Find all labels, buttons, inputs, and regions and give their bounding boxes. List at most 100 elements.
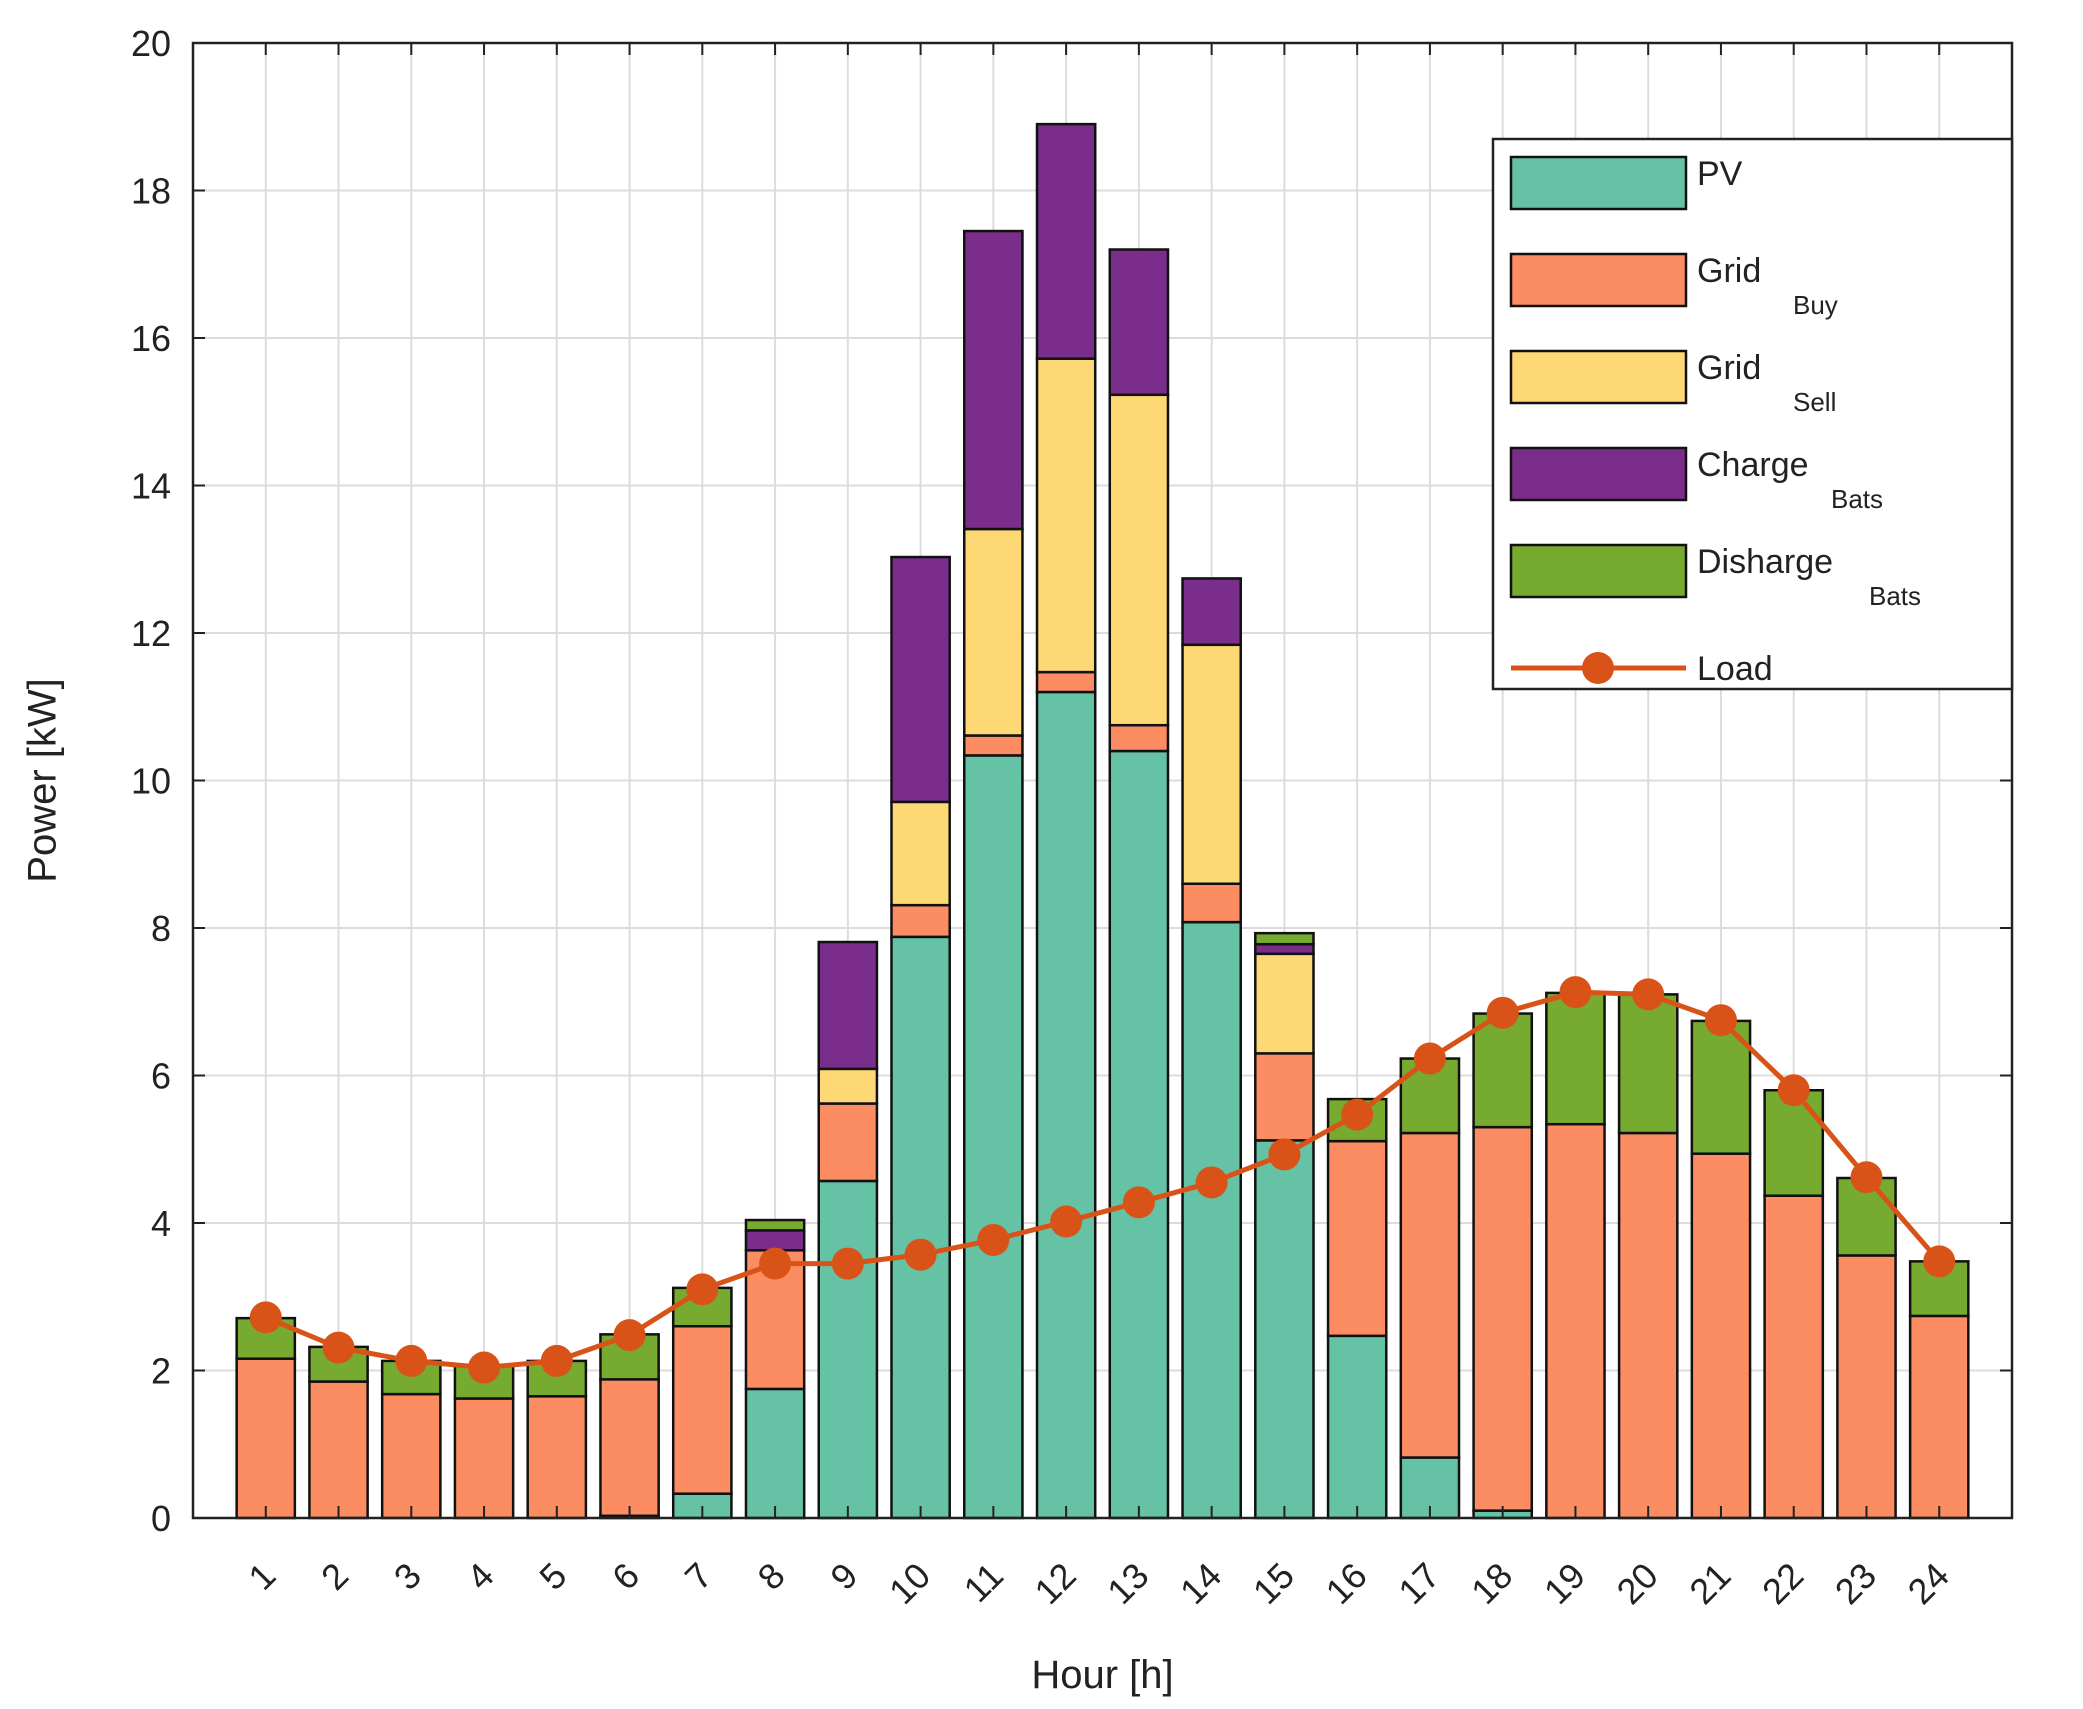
bar-pv bbox=[1326, 1334, 1388, 1520]
legend-box bbox=[1491, 137, 2014, 691]
load-point bbox=[1268, 1138, 1301, 1171]
bar-disharge-bats bbox=[1763, 1089, 1825, 1197]
bar-grid-sell bbox=[1254, 952, 1315, 1055]
load-point bbox=[1632, 978, 1665, 1011]
bar-grid-buy bbox=[526, 1395, 588, 1520]
bar-grid-buy bbox=[453, 1397, 515, 1520]
load-point bbox=[1122, 1186, 1155, 1219]
legend-swatch bbox=[1509, 543, 1688, 599]
y-tick-label: 6 bbox=[151, 1056, 171, 1097]
bar-grid-buy bbox=[1836, 1254, 1897, 1520]
bar-pv bbox=[1035, 690, 1097, 1520]
load-point bbox=[1486, 996, 1519, 1029]
load-point bbox=[613, 1319, 646, 1352]
bar-grid-buy bbox=[817, 1102, 879, 1183]
bar-grid-buy bbox=[963, 734, 1024, 757]
load-point bbox=[540, 1344, 573, 1377]
bar-pv bbox=[1181, 920, 1242, 1520]
bar-grid-buy bbox=[380, 1392, 442, 1520]
bar-grid-sell bbox=[890, 800, 951, 907]
load-line bbox=[249, 976, 1956, 1384]
legend-label: Disharge bbox=[1697, 543, 1833, 581]
bar-grid-sell bbox=[1108, 393, 1170, 727]
load-point bbox=[1559, 976, 1592, 1009]
bar-grid-sell bbox=[817, 1067, 879, 1105]
load-point bbox=[1195, 1166, 1228, 1199]
legend-line-marker bbox=[1582, 652, 1614, 684]
legend: PV Grid Buy Grid Sell Charge Bats Disharge Bats L… bbox=[1491, 137, 2014, 691]
load-point bbox=[1704, 1004, 1737, 1037]
bar-grid-buy bbox=[1617, 1131, 1679, 1520]
bar-grid-buy bbox=[1035, 670, 1097, 694]
bar-charge-bats bbox=[1254, 942, 1315, 956]
load-point bbox=[831, 1247, 864, 1280]
legend-swatch bbox=[1509, 252, 1688, 308]
bar-grid-buy bbox=[1181, 882, 1242, 924]
y-tick-label: 8 bbox=[151, 908, 171, 949]
load-point bbox=[1341, 1098, 1374, 1131]
bar-grid-buy bbox=[599, 1378, 660, 1518]
y-axis-ticks: 0 2 4 6 8 10 12 14 16 18 20 bbox=[131, 23, 2012, 1539]
y-tick-label: 0 bbox=[151, 1498, 171, 1539]
bar-grid-buy bbox=[1472, 1125, 1534, 1512]
bar-grid-buy bbox=[890, 903, 951, 939]
bar-grid-buy bbox=[235, 1357, 297, 1520]
legend-swatch bbox=[1509, 446, 1688, 502]
y-tick-label: 4 bbox=[151, 1203, 171, 1244]
y-axis-label: Power [kW] bbox=[21, 678, 65, 882]
load-point bbox=[1050, 1205, 1083, 1238]
load-point bbox=[1777, 1074, 1810, 1107]
bar-grid-buy bbox=[1690, 1152, 1752, 1520]
bar-pv bbox=[890, 935, 951, 1520]
bar-charge-bats bbox=[1181, 577, 1242, 647]
load-point bbox=[686, 1273, 719, 1306]
load-point bbox=[1923, 1245, 1956, 1278]
legend-label-subscript: Bats bbox=[1869, 581, 1921, 611]
bar-grid-buy bbox=[308, 1380, 369, 1520]
legend-swatch bbox=[1509, 349, 1688, 405]
legend-swatch bbox=[1509, 155, 1688, 211]
y-tick-label: 2 bbox=[151, 1351, 171, 1392]
load-point bbox=[1413, 1042, 1446, 1075]
load-point bbox=[1850, 1161, 1883, 1194]
bar-pv bbox=[817, 1179, 879, 1520]
legend-label: Charge bbox=[1697, 446, 1809, 484]
load-point bbox=[468, 1351, 501, 1384]
legend-label: Load bbox=[1697, 650, 1773, 688]
bar-grid-buy bbox=[1108, 723, 1170, 753]
y-tick-label: 10 bbox=[131, 761, 171, 802]
bar-charge-bats bbox=[890, 555, 951, 804]
legend-label-subscript: Bats bbox=[1831, 484, 1883, 514]
load-point bbox=[759, 1247, 792, 1280]
bar-pv bbox=[744, 1387, 806, 1520]
bar-grid-buy bbox=[1399, 1131, 1461, 1459]
bar-grid-sell bbox=[963, 527, 1024, 737]
bar-disharge-bats bbox=[744, 1218, 806, 1232]
y-tick-label: 16 bbox=[131, 318, 171, 359]
bar-charge-bats bbox=[817, 940, 879, 1071]
bar-grid-buy bbox=[1254, 1052, 1315, 1142]
bar-pv bbox=[963, 754, 1024, 1520]
legend-label-subscript: Sell bbox=[1793, 387, 1836, 417]
bar-disharge-bats bbox=[1545, 991, 1606, 1126]
load-point bbox=[904, 1238, 937, 1271]
load-point bbox=[977, 1223, 1010, 1256]
bar-grid-buy bbox=[671, 1325, 733, 1495]
bar-disharge-bats bbox=[1472, 1012, 1534, 1129]
bar-disharge-bats bbox=[1617, 993, 1679, 1135]
bar-charge-bats bbox=[1108, 248, 1170, 397]
y-tick-label: 18 bbox=[131, 171, 171, 212]
bar-grid-buy bbox=[1326, 1139, 1388, 1338]
y-tick-label: 12 bbox=[131, 613, 171, 654]
bar-grid-buy bbox=[1545, 1122, 1606, 1520]
bars bbox=[235, 122, 1970, 1520]
y-tick-label: 20 bbox=[131, 23, 171, 64]
load-point bbox=[249, 1301, 282, 1334]
legend-label: Grid bbox=[1697, 349, 1761, 387]
x-axis-label: Hour [h] bbox=[1031, 1653, 1173, 1697]
bar-charge-bats bbox=[963, 229, 1024, 531]
legend-label-subscript: Buy bbox=[1793, 290, 1838, 320]
bar-pv bbox=[1254, 1139, 1315, 1520]
bar-disharge-bats bbox=[1254, 931, 1315, 946]
